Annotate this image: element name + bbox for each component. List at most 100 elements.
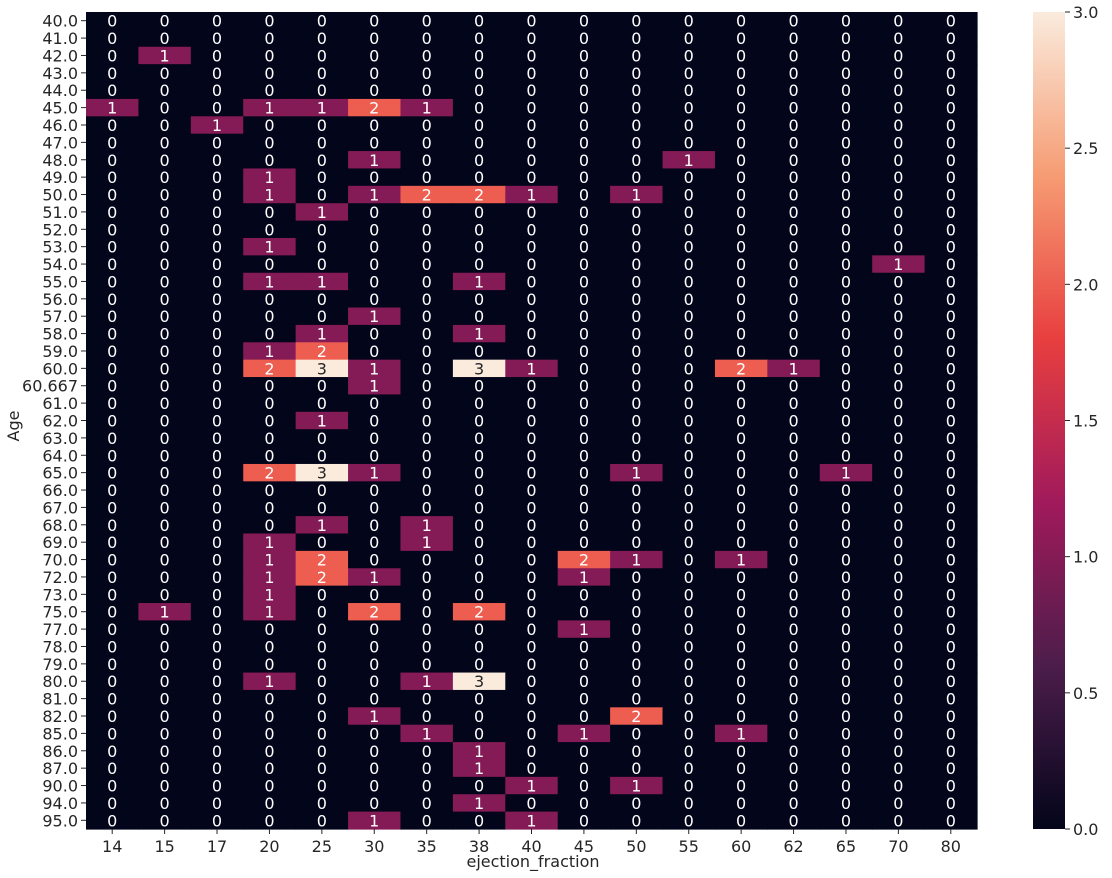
cell-value-label: 0 bbox=[684, 81, 694, 100]
heatmap-cell bbox=[138, 290, 192, 309]
cell-value-label: 0 bbox=[264, 777, 274, 796]
heatmap-cell bbox=[86, 394, 140, 413]
heatmap-cell bbox=[819, 272, 873, 291]
cell-value-label: 0 bbox=[212, 516, 222, 535]
heatmap-cell bbox=[348, 463, 402, 482]
y-tick-label: 55.0 bbox=[42, 272, 78, 291]
cell-value-label: 0 bbox=[160, 12, 170, 31]
heatmap-cell bbox=[819, 446, 873, 465]
cell-value-label: 0 bbox=[422, 64, 432, 83]
heatmap-cell bbox=[872, 272, 926, 291]
heatmap-cell bbox=[662, 12, 716, 30]
cell-value-label: 0 bbox=[788, 637, 798, 656]
cell-value-label: 0 bbox=[264, 255, 274, 274]
heatmap-cell bbox=[243, 168, 297, 187]
heatmap-cell bbox=[714, 603, 768, 622]
x-tick-label: 25 bbox=[312, 837, 332, 856]
heatmap-cell bbox=[714, 220, 768, 239]
cell-value-label: 0 bbox=[579, 707, 589, 726]
cell-value-label: 0 bbox=[317, 64, 327, 83]
heatmap-cell bbox=[190, 237, 244, 256]
cell-value-label: 0 bbox=[160, 342, 170, 361]
colorbar-tick-label: 2.5 bbox=[1073, 139, 1098, 158]
cell-value-label: 0 bbox=[212, 81, 222, 100]
heatmap-cell bbox=[924, 255, 978, 274]
cell-value-label: 0 bbox=[788, 811, 798, 830]
cell-value-label: 0 bbox=[264, 81, 274, 100]
cell-value-label: 0 bbox=[474, 551, 484, 570]
cell-value-label: 0 bbox=[212, 429, 222, 448]
cell-value-label: 0 bbox=[684, 46, 694, 65]
heatmap-cell bbox=[348, 272, 402, 291]
heatmap-cell bbox=[819, 463, 873, 482]
heatmap-cell bbox=[505, 724, 559, 743]
cell-value-label: 0 bbox=[893, 29, 903, 48]
heatmap-cell bbox=[767, 794, 821, 813]
heatmap-cell bbox=[872, 672, 926, 691]
heatmap-cell bbox=[872, 498, 926, 517]
heatmap-cell bbox=[452, 672, 506, 691]
heatmap-cell bbox=[662, 377, 716, 396]
cell-value-label: 0 bbox=[684, 307, 694, 326]
cell-value-label: 0 bbox=[946, 446, 956, 465]
cell-value-label: 0 bbox=[788, 255, 798, 274]
heatmap-cell bbox=[452, 29, 506, 48]
heatmap-cell bbox=[86, 463, 140, 482]
heatmap-cell bbox=[714, 724, 768, 743]
cell-value-label: 0 bbox=[788, 672, 798, 691]
heatmap-cell bbox=[714, 463, 768, 482]
heatmap-cell bbox=[610, 516, 664, 535]
colorbar: 0.00.51.01.52.02.53.0 bbox=[1033, 3, 1098, 839]
heatmap-cell bbox=[295, 707, 349, 726]
heatmap-cell bbox=[138, 568, 192, 587]
heatmap-cell bbox=[610, 168, 664, 187]
heatmap-cell bbox=[138, 255, 192, 274]
heatmap-cell bbox=[819, 568, 873, 587]
heatmap-cell bbox=[190, 463, 244, 482]
cell-value-label: 0 bbox=[788, 551, 798, 570]
heatmap-cell bbox=[86, 168, 140, 187]
heatmap-cell bbox=[872, 12, 926, 30]
heatmap-cell bbox=[662, 585, 716, 604]
cell-value-label: 0 bbox=[212, 551, 222, 570]
cell-value-label: 0 bbox=[893, 151, 903, 170]
heatmap-cell bbox=[452, 498, 506, 517]
heatmap-cell bbox=[662, 446, 716, 465]
heatmap-cell bbox=[819, 637, 873, 656]
heatmap-cell bbox=[295, 237, 349, 256]
cell-value-label: 0 bbox=[579, 133, 589, 152]
cell-value-label: 0 bbox=[788, 603, 798, 622]
heatmap-cell bbox=[295, 203, 349, 222]
cell-value-label: 0 bbox=[788, 307, 798, 326]
cell-value-label: 0 bbox=[736, 672, 746, 691]
cell-value-label: 0 bbox=[212, 64, 222, 83]
y-tick-label: 86.0 bbox=[42, 742, 78, 761]
heatmap-cell bbox=[662, 64, 716, 83]
heatmap-cell bbox=[400, 446, 454, 465]
cell-value-label: 0 bbox=[107, 690, 117, 709]
heatmap-cell bbox=[662, 637, 716, 656]
cell-value-label: 0 bbox=[212, 46, 222, 65]
heatmap-cell bbox=[348, 290, 402, 309]
cell-value-label: 0 bbox=[474, 342, 484, 361]
cell-value-label: 0 bbox=[212, 12, 222, 31]
cell-value-label: 0 bbox=[160, 133, 170, 152]
cell-value-label: 0 bbox=[526, 64, 536, 83]
heatmap-cell bbox=[400, 533, 454, 552]
cell-value-label: 0 bbox=[788, 342, 798, 361]
heatmap-cell bbox=[819, 550, 873, 569]
heatmap-cell bbox=[662, 46, 716, 65]
heatmap-cell bbox=[557, 98, 611, 117]
heatmap-cell bbox=[295, 498, 349, 517]
cell-value-label: 0 bbox=[841, 412, 851, 431]
cell-value-label: 0 bbox=[317, 811, 327, 830]
cell-value-label: 0 bbox=[160, 186, 170, 205]
heatmap-cell bbox=[819, 411, 873, 430]
cell-value-label: 0 bbox=[893, 342, 903, 361]
cell-value-label: 0 bbox=[841, 359, 851, 378]
x-axis-label: ejection_fraction bbox=[466, 852, 599, 872]
heatmap-cell bbox=[924, 116, 978, 135]
cell-value-label: 0 bbox=[736, 238, 746, 257]
heatmap-cell bbox=[610, 29, 664, 48]
cell-value-label: 0 bbox=[631, 498, 641, 517]
